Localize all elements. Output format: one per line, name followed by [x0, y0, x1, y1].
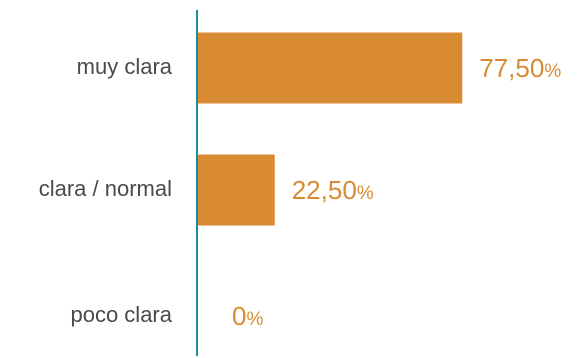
- value-number-1: 77,50: [479, 53, 544, 83]
- value-unit-3: %: [246, 309, 263, 330]
- value-unit-1: %: [544, 61, 561, 82]
- bar-1: [198, 32, 463, 104]
- category-label-3: poco clara: [70, 302, 172, 327]
- bars-group: [198, 32, 463, 226]
- value-number-3: 0: [232, 301, 246, 331]
- bar-2: [198, 154, 275, 226]
- value-label-2: 22,50%: [292, 175, 374, 205]
- category-labels-group: muy clara clara / normal poco clara: [39, 54, 173, 327]
- value-number-2: 22,50: [292, 175, 357, 205]
- value-label-3: 0%: [232, 301, 263, 331]
- category-label-1: muy clara: [77, 54, 173, 79]
- value-unit-2: %: [357, 183, 374, 204]
- category-label-2: clara / normal: [39, 176, 172, 201]
- value-label-1: 77,50%: [479, 53, 561, 83]
- value-labels-group: 77,50%22,50%0%: [232, 53, 561, 331]
